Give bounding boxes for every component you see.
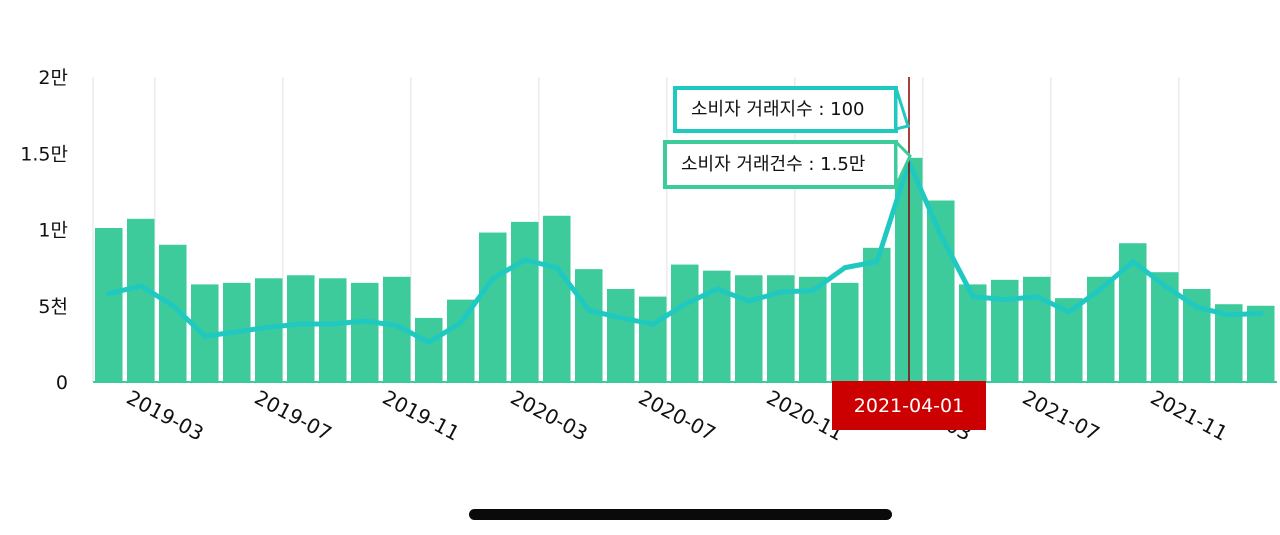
- y-tick-label: 1만: [38, 220, 68, 242]
- bar[interactable]: [351, 282, 379, 382]
- x-tick-label: 2020-03: [507, 385, 592, 445]
- bar[interactable]: [1247, 305, 1275, 382]
- home-indicator[interactable]: [469, 509, 892, 520]
- bar[interactable]: [1023, 276, 1051, 382]
- bar[interactable]: [127, 218, 155, 382]
- x-tick-label: 2020-07: [635, 385, 720, 445]
- index-line: [106, 159, 1264, 345]
- line-series: [106, 159, 1264, 345]
- bar[interactable]: [959, 284, 987, 382]
- bar[interactable]: [575, 269, 603, 382]
- selected-date-badge: 2021-04-01: [832, 381, 986, 430]
- bar[interactable]: [319, 278, 347, 382]
- x-tick-label: 2019-07: [251, 385, 336, 445]
- x-tick-label: 2021-11: [1147, 385, 1232, 445]
- selected-date-text: 2021-04-01: [853, 394, 965, 417]
- tooltip-count-pointer: [896, 139, 912, 187]
- bar[interactable]: [1087, 276, 1115, 382]
- x-tick-label: 2019-03: [123, 385, 208, 445]
- bar[interactable]: [415, 317, 443, 382]
- tooltip-index-pointer: [896, 87, 910, 131]
- y-tick-label: 0: [56, 372, 68, 394]
- x-tick-label: 2021-07: [1019, 385, 1104, 445]
- bar[interactable]: [607, 288, 635, 382]
- bar[interactable]: [927, 200, 955, 382]
- bar[interactable]: [991, 279, 1019, 382]
- bar[interactable]: [671, 264, 699, 382]
- y-tick-label: 5천: [38, 296, 68, 318]
- bar[interactable]: [799, 276, 827, 382]
- bar[interactable]: [479, 232, 507, 382]
- tooltip-index-text: 소비자 거래지수 : 100: [691, 98, 865, 120]
- bar[interactable]: [95, 227, 123, 382]
- x-axis-tick-labels: 2019-03 2019-07 2019-11 2020-03 2020-07 2020-…: [123, 385, 1232, 445]
- y-axis-tick-labels: 0 5천 1만 1.5만 2만: [20, 67, 68, 394]
- tooltip-pointers: [896, 87, 912, 187]
- bar[interactable]: [287, 275, 315, 382]
- tooltip-count: 소비자 거래건수 : 1.5만: [663, 140, 898, 189]
- bar[interactable]: [831, 282, 859, 382]
- bar[interactable]: [543, 215, 571, 382]
- y-tick-label: 2만: [38, 67, 68, 89]
- y-tick-label: 1.5만: [20, 143, 68, 165]
- tooltip-index: 소비자 거래지수 : 100: [673, 86, 898, 133]
- bar[interactable]: [511, 221, 539, 382]
- bar-series: [93, 157, 1277, 383]
- bar[interactable]: [639, 296, 667, 382]
- tooltip-count-text: 소비자 거래건수 : 1.5만: [681, 153, 866, 175]
- bar[interactable]: [735, 275, 763, 382]
- x-tick-label: 2019-11: [379, 385, 464, 445]
- bar[interactable]: [863, 247, 891, 382]
